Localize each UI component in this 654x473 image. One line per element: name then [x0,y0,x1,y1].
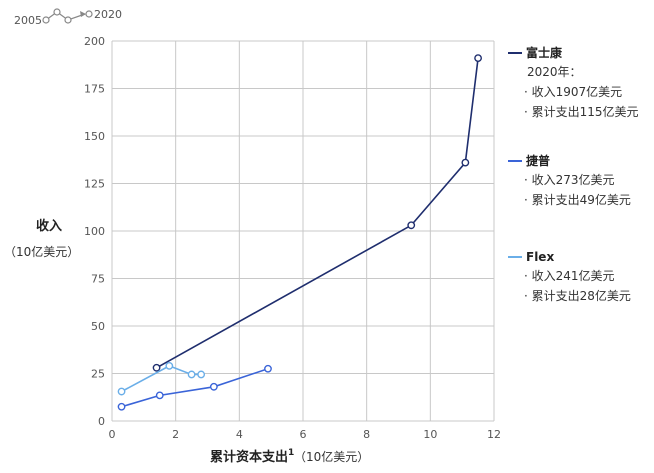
x-axis-footnote-mark: 1 [288,448,294,458]
legend-label: 富士康 [526,45,563,60]
series-layer [117,54,482,411]
time-key-dot [85,10,93,18]
legend-entry: 捷普 · 收入273亿美元 · 累计支出49亿美元 [508,153,631,207]
legend-note: · 收入1907亿美元 [524,84,622,99]
data-point [155,391,164,400]
y-tick-label: 0 [98,415,105,428]
series-line [121,367,269,408]
x-axis-label-text: 累计资本支出 [210,449,288,465]
time-key-dot [64,16,72,24]
x-axis-ticks: 0 2 4 6 8 10 12 [109,428,502,441]
data-point [152,363,161,372]
data-point [187,370,196,379]
x-axis-label: 累计资本支出1 [210,448,294,465]
x-tick-label: 2 [172,428,179,441]
legend-label: 捷普 [526,153,550,168]
data-point [461,158,470,167]
legend-note: · 收入273亿美元 [524,172,615,187]
series-line [156,58,479,369]
y-axis-ticks: 0 25 50 75 100 125 150 175 200 [84,35,105,428]
y-tick-label: 75 [91,273,105,286]
y-axis-unit: （10亿美元） [4,244,79,259]
series [117,364,272,411]
x-tick-label: 4 [236,428,243,441]
series [117,361,206,396]
data-point [117,387,126,396]
legend-label: Flex [526,250,554,264]
series [152,54,482,372]
y-tick-label: 175 [84,83,105,96]
x-axis-unit: （10亿美元） [294,449,369,464]
data-point [117,402,126,411]
data-point [264,364,272,373]
y-tick-label: 150 [84,130,105,143]
y-tick-label: 200 [84,35,105,48]
x-tick-label: 10 [423,428,437,441]
y-axis-title: 收入 （10亿美元） [4,218,79,259]
time-key-end-label: 2020 [94,8,122,21]
data-point [407,221,416,230]
time-key: 2005 2020 [14,8,122,27]
data-point [474,54,482,62]
y-tick-label: 100 [84,225,105,238]
x-tick-label: 8 [363,428,370,441]
legend-note: · 收入241亿美元 [524,268,615,283]
time-key-dot [42,16,50,24]
time-key-dot [53,8,61,16]
x-tick-label: 6 [300,428,307,441]
data-point [165,361,174,370]
gridlines [111,40,495,422]
legend-note: · 累计支出49亿美元 [524,192,631,207]
legend-note: 2020年： [527,65,582,79]
time-key-arrow-icon [80,11,86,17]
legend-note: · 累计支出115亿美元 [524,104,639,119]
y-tick-label: 125 [84,178,105,191]
legend-entry: 富士康 2020年： · 收入1907亿美元 · 累计支出115亿美元 [508,45,639,119]
legend-note: · 累计支出28亿美元 [524,288,631,303]
y-axis-label: 收入 [36,218,62,234]
data-point [209,382,218,391]
series-line [121,365,202,393]
data-point [197,370,206,379]
x-tick-label: 0 [109,428,116,441]
time-key-start-label: 2005 [14,14,42,27]
legend-entry: Flex · 收入241亿美元 · 累计支出28亿美元 [508,250,631,303]
time-key-line [45,11,86,21]
x-tick-label: 12 [487,428,501,441]
y-tick-label: 50 [91,320,105,333]
x-axis-title: 累计资本支出1 （10亿美元） [210,448,369,465]
y-tick-label: 25 [91,368,105,381]
